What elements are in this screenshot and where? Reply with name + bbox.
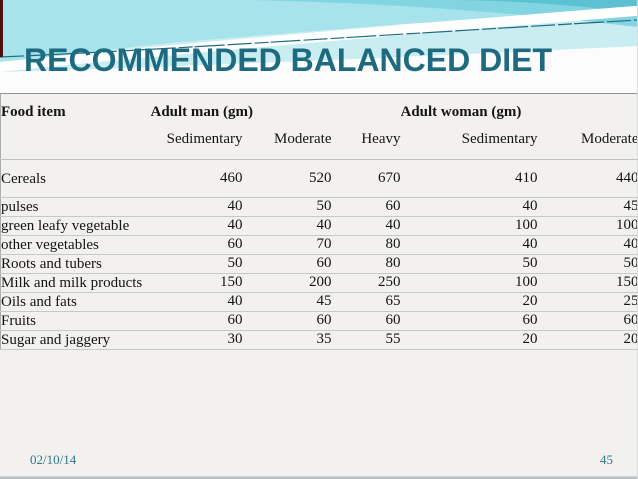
value-cell: 30: [227, 331, 243, 347]
food-item-cell: green leafy vegetable: [1, 218, 130, 234]
value-cell: 40: [623, 236, 638, 252]
wave-decoration: [0, 0, 637, 93]
table-row: Fruits 60 60 60 60 60: [0, 312, 638, 331]
footer-page-number: 45: [600, 452, 613, 467]
value-cell: 80: [385, 236, 401, 252]
food-item-cell: Cereals: [1, 171, 46, 187]
table-header-row-activity: Sedimentary Moderate Heavy Sedimentary M…: [1, 124, 638, 160]
value-cell: 70: [316, 236, 332, 252]
food-item-cell: other vegetables: [1, 237, 99, 253]
value-cell: 50: [227, 255, 243, 271]
value-cell: 60: [522, 312, 538, 328]
value-cell: 65: [385, 293, 401, 309]
footer-date: 02/10/14: [30, 452, 77, 467]
food-item-cell: Fruits: [1, 313, 37, 329]
value-cell: 40: [227, 217, 243, 233]
table-row: pulses 40 50 60 40 45: [0, 198, 638, 217]
value-cell: 200: [309, 274, 332, 290]
left-edge-strip: [0, 0, 3, 57]
value-cell: 60: [227, 312, 243, 328]
value-cell: 50: [623, 255, 638, 271]
column-header-woman-sedimentary: Sedimentary: [461, 131, 538, 147]
slide-header: RECOMMENDED BALANCED DIET: [0, 0, 637, 93]
table-body: Cereals 460 520 670 410 440 pulses 40 50…: [0, 160, 638, 350]
value-cell: 410: [515, 170, 538, 186]
value-cell: 25: [623, 293, 638, 309]
table-row: Oils and fats 40 45 65 20 25: [0, 293, 638, 312]
value-cell: 440: [616, 170, 638, 186]
column-header-man-heavy: Heavy: [361, 131, 401, 147]
column-header-empty: [1, 124, 151, 160]
value-cell: 60: [227, 236, 243, 252]
food-item-cell: pulses: [1, 199, 39, 215]
value-cell: 460: [220, 170, 243, 186]
value-cell: 50: [316, 198, 332, 214]
food-item-cell: Sugar and jaggery: [1, 332, 111, 348]
value-cell: 60: [316, 255, 332, 271]
value-cell: 20: [522, 331, 538, 347]
value-cell: 670: [378, 170, 401, 186]
column-header-man-moderate: Moderate: [274, 131, 332, 147]
table-header-row-groups: Food item Adult man (gm) Adult woman (gm…: [1, 94, 638, 125]
column-group-adult-woman: Adult woman (gm): [400, 104, 522, 120]
value-cell: 60: [316, 312, 332, 328]
diet-table: Food item Adult man (gm) Adult woman (gm…: [0, 93, 638, 350]
value-cell: 45: [316, 293, 332, 309]
food-item-cell: Roots and tubers: [1, 256, 102, 272]
column-header-woman-moderate: Moderate: [581, 131, 638, 147]
value-cell: 250: [378, 274, 401, 290]
table-header: Food item Adult man (gm) Adult woman (gm…: [0, 94, 638, 160]
value-cell: 40: [522, 236, 538, 252]
value-cell: 40: [385, 217, 401, 233]
value-cell: 520: [309, 170, 332, 186]
value-cell: 55: [385, 331, 401, 347]
column-header-food-item: Food item: [1, 104, 66, 120]
value-cell: 100: [515, 217, 538, 233]
value-cell: 80: [385, 255, 401, 271]
value-cell: 60: [385, 198, 401, 214]
value-cell: 100: [616, 217, 638, 233]
slide-bottom-edge: [0, 476, 637, 479]
table-area: Food item Adult man (gm) Adult woman (gm…: [0, 93, 638, 350]
food-item-cell: Oils and fats: [1, 294, 77, 310]
value-cell: 20: [522, 293, 538, 309]
food-item-cell: Milk and milk products: [1, 275, 143, 291]
table-row: other vegetables 60 70 80 40 40: [0, 236, 638, 255]
slide-title: RECOMMENDED BALANCED DIET: [24, 42, 552, 78]
value-cell: 40: [227, 293, 243, 309]
table-row: green leafy vegetable 40 40 40 100 100: [0, 217, 638, 236]
value-cell: 40: [522, 198, 538, 214]
column-group-adult-man: Adult man (gm): [150, 104, 254, 120]
table-row: Milk and milk products 150 200 250 100 1…: [0, 274, 638, 293]
table-row: Sugar and jaggery 30 35 55 20 20: [0, 331, 638, 350]
value-cell: 150: [616, 274, 638, 290]
value-cell: 40: [316, 217, 332, 233]
value-cell: 150: [220, 274, 243, 290]
value-cell: 35: [316, 331, 332, 347]
value-cell: 50: [522, 255, 538, 271]
column-header-man-sedimentary: Sedimentary: [166, 131, 243, 147]
value-cell: 100: [515, 274, 538, 290]
value-cell: 60: [385, 312, 401, 328]
value-cell: 20: [623, 331, 638, 347]
value-cell: 60: [623, 312, 638, 328]
value-cell: 45: [623, 198, 638, 214]
table-row: Cereals 460 520 670 410 440: [0, 160, 638, 198]
table-row: Roots and tubers 50 60 80 50 50: [0, 255, 638, 274]
value-cell: 40: [227, 198, 243, 214]
